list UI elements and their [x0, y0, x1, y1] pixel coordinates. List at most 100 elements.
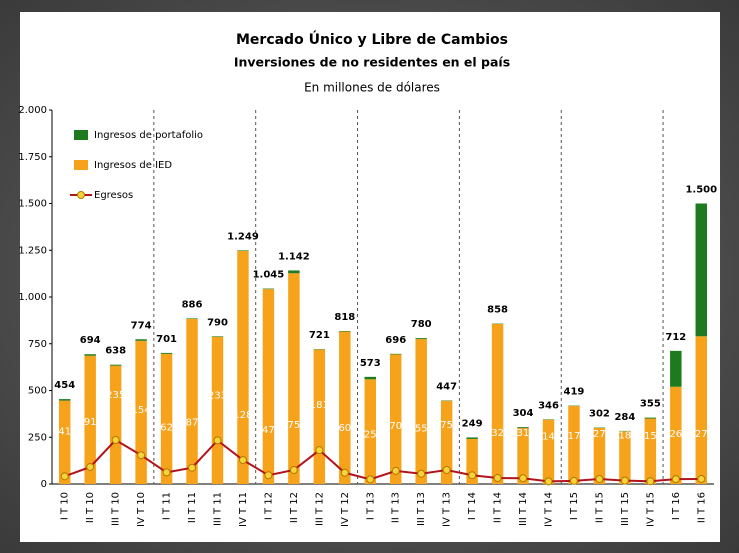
egresos-label: 32 [491, 428, 504, 439]
bar-ied [517, 428, 529, 484]
chart-subtitle: Inversiones de no residentes en el país [234, 55, 510, 70]
x-tick-label: III T 10 [111, 492, 122, 526]
y-tick-label: 1.500 [18, 199, 47, 210]
total-label: 701 [156, 334, 177, 345]
egresos-label: 233 [208, 390, 227, 401]
egresos-label: 47 [262, 425, 275, 436]
y-tick-label: 500 [28, 386, 47, 397]
bar-ied [415, 339, 427, 484]
egresos-label: 15 [644, 431, 657, 442]
egresos-marker [391, 466, 400, 475]
total-label: 447 [436, 381, 457, 392]
total-label: 302 [589, 409, 610, 420]
bar-ied [542, 419, 555, 484]
egresos-marker [595, 474, 604, 483]
egresos-marker [60, 472, 69, 481]
bar-ied [644, 418, 657, 484]
legend-swatch [74, 160, 88, 170]
x-tick-label: IV T 11 [238, 492, 249, 527]
egresos-label: 26 [669, 429, 682, 440]
egresos-label: 62 [160, 422, 173, 433]
bar-ied [288, 273, 300, 484]
x-tick-label: II T 11 [187, 492, 198, 523]
bar-portfolio [211, 336, 224, 337]
bar-ied [211, 336, 224, 484]
total-label: 858 [487, 305, 508, 316]
bar-ied [440, 400, 453, 484]
x-tick-label: I T 11 [162, 492, 173, 520]
bar-portfolio [288, 270, 300, 274]
x-tick-label: I T 16 [671, 492, 682, 520]
bar-portfolio [644, 417, 657, 419]
egresos-marker [519, 474, 528, 483]
egresos-marker [188, 463, 197, 472]
total-label: 346 [538, 400, 559, 411]
total-label: 774 [131, 320, 152, 331]
total-label: 454 [54, 380, 75, 391]
egresos-label: 75 [440, 420, 453, 431]
total-label: 249 [462, 418, 483, 429]
egresos-marker [213, 436, 222, 445]
egresos-marker [493, 474, 502, 483]
total-label: 818 [334, 312, 355, 323]
bar-ied [262, 289, 275, 484]
egresos-marker [697, 474, 706, 483]
total-label: 712 [665, 332, 686, 343]
egresos-marker [238, 456, 247, 465]
total-label: 790 [207, 317, 228, 328]
egresos-marker [137, 451, 146, 460]
bar-ied [186, 318, 198, 484]
egresos-marker [671, 475, 680, 484]
x-tick-label: II T 15 [594, 492, 605, 523]
egresos-label: 154 [132, 405, 151, 416]
x-tick-label: IV T 15 [645, 492, 656, 527]
x-tick-label: III T 14 [518, 492, 529, 526]
total-label: 696 [385, 335, 406, 346]
egresos-label: 17 [568, 431, 581, 442]
x-tick-label: IV T 12 [340, 492, 351, 527]
egresos-marker [544, 477, 553, 486]
egresos-marker [468, 471, 477, 480]
egresos-label: 41 [58, 426, 71, 437]
bar-portfolio [160, 352, 173, 354]
bar-portfolio [186, 318, 198, 319]
legend-label: Egresos [94, 190, 133, 201]
bar-portfolio [415, 338, 427, 340]
legend-label: Ingresos de portafolio [94, 130, 203, 141]
egresos-label: 87 [186, 418, 199, 429]
y-tick-label: 1.750 [18, 152, 47, 163]
total-label: 1.142 [278, 251, 310, 262]
x-tick-label: III T 15 [620, 492, 631, 526]
total-label: 1.045 [253, 270, 285, 281]
egresos-marker [111, 436, 120, 445]
egresos-marker [264, 471, 273, 480]
bar-portfolio [517, 427, 529, 429]
egresos-marker [340, 468, 349, 477]
legend-swatch [74, 130, 88, 140]
egresos-marker [366, 475, 375, 484]
bar-ied [160, 353, 173, 484]
egresos-label: 70 [389, 421, 402, 432]
y-tick-label: 250 [28, 432, 47, 443]
bar-portfolio [466, 437, 478, 439]
bar-ied [491, 323, 504, 484]
egresos-label: 31 [517, 428, 530, 439]
x-tick-label: II T 14 [493, 492, 504, 523]
egresos-marker [646, 477, 655, 486]
bar-ied [670, 386, 682, 484]
x-tick-label: I T 10 [60, 492, 71, 520]
total-label: 573 [360, 358, 381, 369]
bar-portfolio [339, 331, 351, 332]
bar-ied [619, 431, 631, 484]
total-label: 694 [80, 335, 101, 346]
bar-portfolio [59, 399, 71, 401]
unit-label: En millones de dólares [304, 81, 440, 95]
x-tick-label: II T 16 [696, 492, 707, 523]
bar-portfolio [364, 376, 376, 380]
egresos-label: 25 [364, 429, 377, 440]
bar-ied [237, 250, 249, 484]
bar-ied [695, 336, 707, 484]
x-tick-label: I T 12 [263, 492, 274, 520]
